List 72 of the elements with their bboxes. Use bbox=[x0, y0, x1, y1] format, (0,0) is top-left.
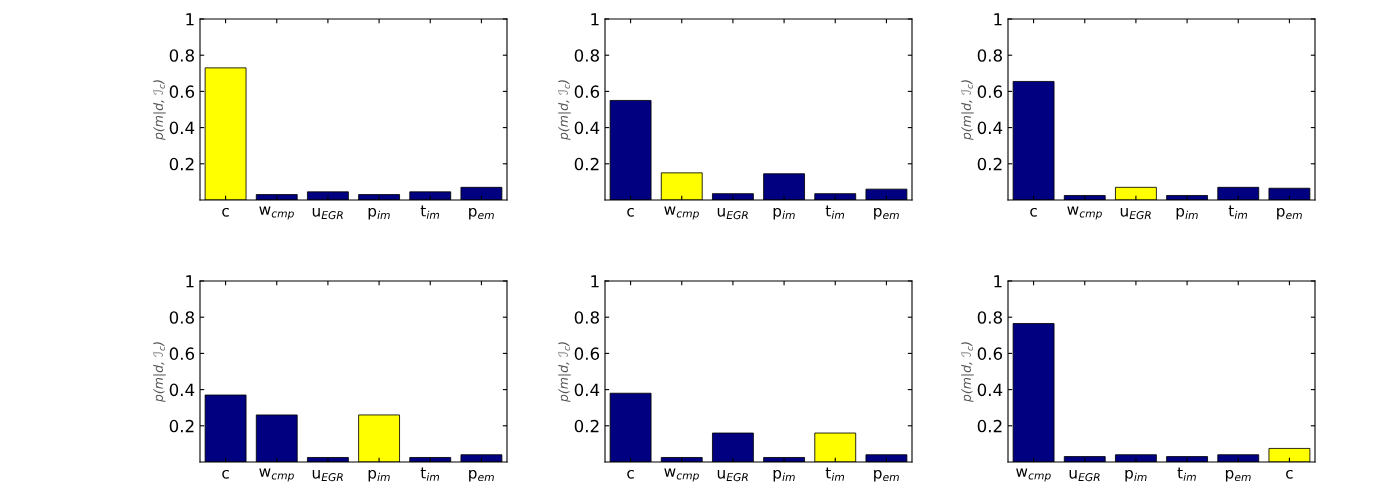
y-tick-label: 0.2 bbox=[169, 157, 194, 171]
y-axis-title: p(m|d, ℐ$_{c}$) bbox=[153, 80, 166, 141]
y-tick-label: 0.8 bbox=[169, 311, 194, 324]
y-axis-title: p(m|d, ℐ$_{c}$) bbox=[961, 80, 974, 141]
x-tick-label: u$_{EGR}$ bbox=[717, 207, 748, 220]
y-tick-label: 0.2 bbox=[574, 419, 599, 433]
x-tick-label: p$_{im}$ bbox=[368, 469, 390, 482]
y-tick-label: 1 bbox=[591, 13, 599, 26]
y-tick-label: 1 bbox=[186, 275, 194, 288]
y-tick-label: 0.4 bbox=[977, 383, 1003, 397]
x-tick-label: u$_{EGR}$ bbox=[1120, 207, 1151, 220]
y-tick-label: 1 bbox=[994, 275, 1002, 288]
x-tick-label: w$_{cmp}$ bbox=[1016, 468, 1051, 482]
x-tick-label: w$_{cmp}$ bbox=[1067, 206, 1102, 220]
x-tick-label: c bbox=[1030, 207, 1037, 217]
y-tick-label: 0.8 bbox=[977, 49, 1002, 62]
y-tick-label: 1 bbox=[186, 13, 194, 26]
y-tick-label: 0.6 bbox=[574, 347, 600, 360]
y-axis-title: p(m|d, ℐ$_{c}$) bbox=[558, 342, 571, 403]
x-tick-label: w$_{cmp}$ bbox=[259, 206, 294, 220]
y-tick-label: 0.8 bbox=[169, 49, 194, 62]
y-tick-label: 1 bbox=[994, 13, 1002, 26]
y-tick-label: 0.4 bbox=[574, 121, 600, 135]
y-tick-label: 0.8 bbox=[574, 49, 599, 62]
x-tick-label: p$_{em}$ bbox=[874, 469, 899, 482]
x-tick-label: u$_{EGR}$ bbox=[312, 469, 343, 482]
y-axis-title: p(m|d, ℐ$_{c}$) bbox=[961, 342, 974, 403]
x-tick-label: t$_{im}$ bbox=[1228, 205, 1248, 219]
x-tick-label: p$_{em}$ bbox=[469, 207, 494, 220]
y-tick-label: 0.6 bbox=[977, 85, 1003, 98]
y-tick-label: 0.4 bbox=[169, 121, 195, 135]
y-tick-label: 0.2 bbox=[574, 157, 599, 171]
y-tick-label: 0.8 bbox=[977, 311, 1002, 324]
x-tick-label: u$_{EGR}$ bbox=[1069, 469, 1100, 482]
y-tick-label: 0.6 bbox=[574, 85, 600, 98]
x-tick-label: p$_{em}$ bbox=[874, 207, 899, 220]
x-tick-label: p$_{im}$ bbox=[1125, 469, 1147, 482]
x-tick-label: t$_{im}$ bbox=[825, 467, 845, 481]
x-tick-label: c bbox=[627, 469, 634, 479]
y-tick-label: 0.6 bbox=[169, 347, 195, 360]
x-tick-label: t$_{im}$ bbox=[420, 205, 440, 219]
x-tick-label: p$_{em}$ bbox=[1277, 207, 1302, 220]
x-tick-label: p$_{im}$ bbox=[368, 207, 390, 220]
x-tick-label: c bbox=[222, 469, 229, 479]
x-tick-label: u$_{EGR}$ bbox=[717, 469, 748, 482]
x-tick-label: w$_{cmp}$ bbox=[664, 468, 699, 482]
x-tick-label: p$_{em}$ bbox=[1225, 469, 1251, 482]
x-tick-label: p$_{im}$ bbox=[773, 207, 795, 220]
x-tick-label: c bbox=[222, 207, 229, 217]
x-tick-label: p$_{em}$ bbox=[469, 469, 494, 482]
y-axis-title: p(m|d, ℐ$_{c}$) bbox=[558, 80, 571, 141]
y-tick-label: 0.4 bbox=[977, 121, 1003, 135]
y-tick-label: 0.4 bbox=[574, 383, 600, 397]
x-tick-label: u$_{EGR}$ bbox=[312, 207, 343, 220]
y-axis-title: p(m|d, ℐ$_{c}$) bbox=[153, 342, 166, 403]
y-tick-label: 1 bbox=[591, 275, 599, 288]
x-tick-label: t$_{im}$ bbox=[420, 467, 440, 481]
x-tick-label: t$_{im}$ bbox=[825, 205, 845, 219]
y-tick-label: 0.4 bbox=[169, 383, 195, 397]
x-tick-label: c bbox=[627, 207, 634, 217]
y-tick-label: 0.6 bbox=[977, 347, 1003, 360]
y-tick-label: 0.2 bbox=[977, 157, 1002, 171]
y-tick-label: 0.2 bbox=[169, 419, 194, 433]
x-tick-label: c bbox=[1286, 469, 1293, 479]
y-tick-label: 0.8 bbox=[574, 311, 599, 324]
x-tick-label: w$_{cmp}$ bbox=[664, 206, 699, 220]
x-tick-label: p$_{im}$ bbox=[1176, 207, 1198, 220]
y-tick-label: 0.2 bbox=[977, 419, 1002, 433]
x-tick-label: p$_{im}$ bbox=[773, 469, 795, 482]
y-tick-label: 0.6 bbox=[169, 85, 195, 98]
x-tick-label: t$_{im}$ bbox=[1177, 467, 1196, 481]
x-tick-label: w$_{cmp}$ bbox=[259, 468, 294, 482]
